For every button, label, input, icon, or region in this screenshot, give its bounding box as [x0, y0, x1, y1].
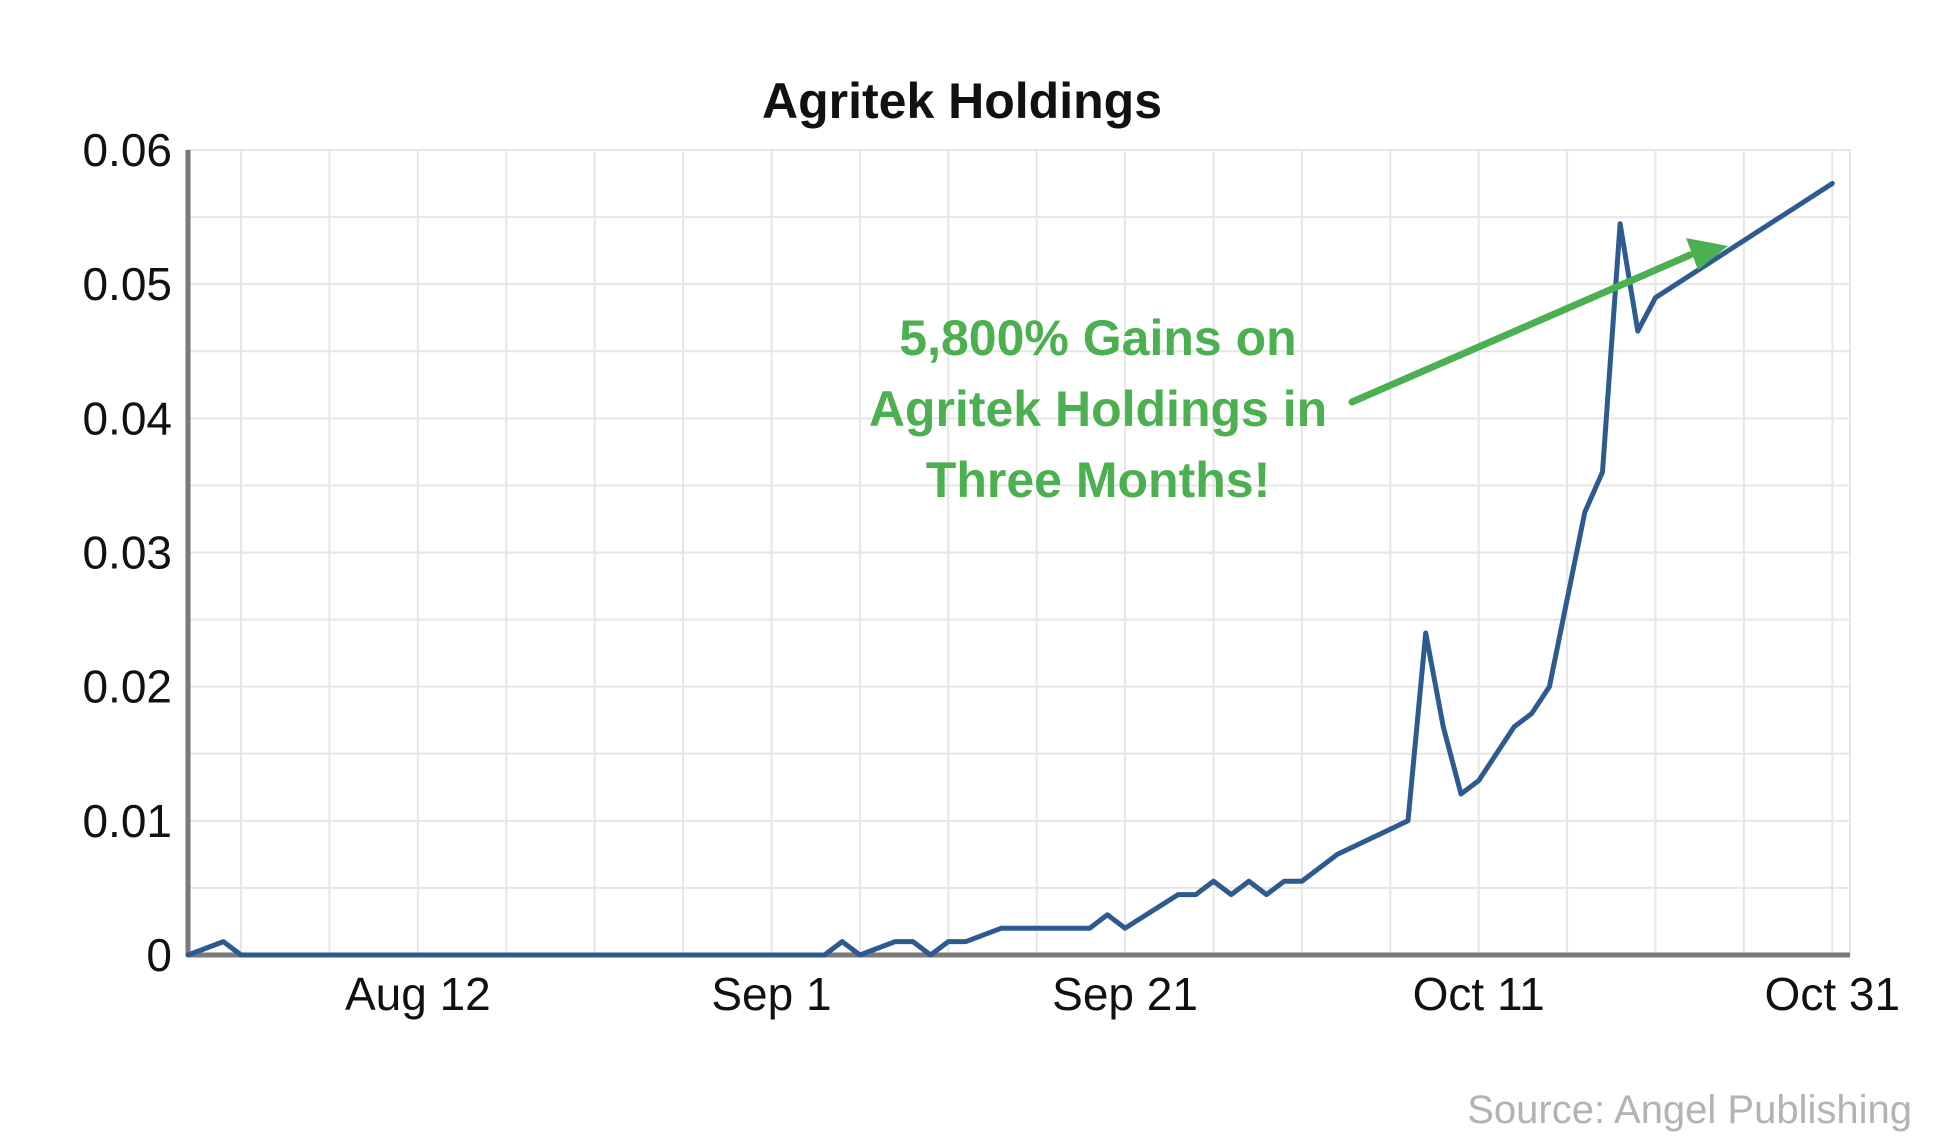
x-tick-label: Oct 11 [1413, 968, 1545, 1020]
annotation-arrow-shaft [1348, 251, 1694, 406]
grid [187, 149, 1851, 956]
x-tick-label: Sep 1 [711, 968, 831, 1020]
annotation-line: Three Months! [926, 452, 1270, 508]
series-line [185, 181, 1835, 958]
y-tick-label: 0.02 [82, 661, 172, 713]
series-layer [185, 181, 1835, 958]
annotation: 5,800% Gains on Agritek Holdings in Thre… [869, 238, 1728, 508]
y-tick-label: 0.06 [82, 124, 172, 176]
annotation-line: 5,800% Gains on [899, 310, 1296, 366]
y-tick-labels: 0 0.01 0.02 0.03 0.04 0.05 0.06 [82, 124, 172, 981]
chart-title: Agritek Holdings [762, 73, 1162, 129]
y-tick-label: 0 [146, 929, 172, 981]
y-tick-label: 0.04 [82, 392, 172, 444]
y-tick-label: 0.05 [82, 258, 172, 310]
annotation-arrow-head [1686, 238, 1728, 270]
x-tick-label: Oct 31 [1765, 968, 1901, 1020]
x-tick-labels: Aug 12 Sep 1 Sep 21 Oct 11 Oct 31 [345, 968, 1900, 1020]
x-tick-label: Sep 21 [1052, 968, 1198, 1020]
annotation-line: Agritek Holdings in [869, 381, 1327, 437]
y-tick-label: 0.01 [82, 795, 172, 847]
source-label: Source: Angel Publishing [1467, 1088, 1912, 1132]
x-tick-label: Aug 12 [345, 968, 491, 1020]
y-tick-label: 0.03 [82, 527, 172, 579]
